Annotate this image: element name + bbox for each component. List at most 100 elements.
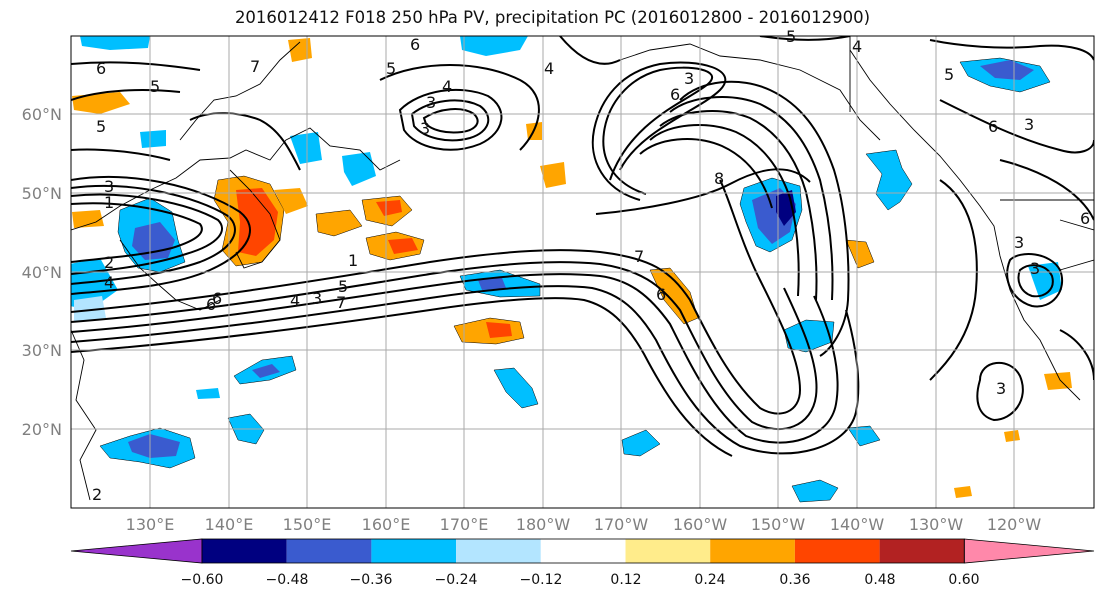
lat-label-20n: 20°N xyxy=(21,420,62,439)
coastlines xyxy=(71,36,1094,501)
colorbar-label: −0.24 xyxy=(434,572,478,588)
lon-label: 180°W xyxy=(515,515,571,534)
precip-patch xyxy=(342,152,376,186)
contour-label: 4 xyxy=(544,59,554,78)
precip-patch xyxy=(847,425,881,447)
contour-label: 2 xyxy=(104,253,114,272)
precip-patch xyxy=(388,238,418,254)
contour-label: 3 xyxy=(1024,115,1034,134)
precip-patch xyxy=(845,239,875,269)
precip-patch xyxy=(128,434,180,458)
lon-label: 160°E xyxy=(361,515,411,534)
graticule xyxy=(71,36,1094,508)
precip-patch xyxy=(236,188,278,256)
precip-patch xyxy=(1004,430,1020,442)
precip-patch xyxy=(74,296,106,322)
map-title: 2016012412 F018 250 hPa PV, precipitatio… xyxy=(234,8,871,27)
precip-patch xyxy=(315,209,363,237)
precip-patch xyxy=(274,188,308,214)
contour-label: 7 xyxy=(336,293,346,312)
contour-label: 7 xyxy=(250,57,260,76)
lon-label: 150°E xyxy=(282,515,332,534)
contour-label: 5 xyxy=(338,277,348,296)
contour-label: 6 xyxy=(1080,209,1090,228)
colorbar-label: −0.60 xyxy=(180,572,224,588)
colorbar-segment xyxy=(879,539,965,563)
lat-label-40n: 40°N xyxy=(21,263,62,282)
contour-label: 5 xyxy=(96,117,106,136)
colorbar-label: 0.12 xyxy=(610,572,642,588)
contour-label: 3 xyxy=(420,119,430,138)
contour-label: 5 xyxy=(386,59,396,78)
colorbar-label: 0.60 xyxy=(948,572,980,588)
precip-patch xyxy=(493,367,539,409)
contour-label: 6 xyxy=(206,295,216,314)
contour-label: 4 xyxy=(290,291,300,310)
contour-label: 3 xyxy=(426,93,436,112)
precip-patch xyxy=(72,210,104,228)
lon-label: 120°W xyxy=(986,515,1042,534)
lon-label: 130°E xyxy=(125,515,175,534)
contour-label: 6 xyxy=(656,285,666,304)
contour-label: 3 xyxy=(1014,233,1024,252)
contour-label: 1 xyxy=(104,193,114,212)
colorbar-segment xyxy=(540,539,626,563)
map-frame xyxy=(70,35,1095,509)
colorbar-segment xyxy=(70,538,203,564)
contour-label: 6 xyxy=(96,59,106,78)
lon-label: 170°W xyxy=(593,515,649,534)
colorbar-segment xyxy=(794,539,880,563)
precip-patch xyxy=(621,429,661,457)
lat-label-50n: 50°N xyxy=(21,184,62,203)
precip-patch xyxy=(954,486,972,498)
lon-label: 130°W xyxy=(908,515,964,534)
colorbar-segment xyxy=(710,539,795,563)
precip-patch xyxy=(486,322,512,338)
contour-label: 6 xyxy=(410,35,420,54)
contour-label: 6 xyxy=(670,85,680,104)
colorbar-label: −0.48 xyxy=(265,572,309,588)
colorbar-label: 0.36 xyxy=(779,572,811,588)
lon-label: 140°E xyxy=(204,515,254,534)
colorbar-label: 0.48 xyxy=(864,572,896,588)
colorbar-segment xyxy=(963,538,1095,564)
colorbar-segment xyxy=(202,539,287,563)
contour-label: 3 xyxy=(312,289,322,308)
pv-contours xyxy=(71,36,1094,457)
contour-label: 3 xyxy=(104,177,114,196)
lat-label-60n: 60°N xyxy=(21,105,62,124)
precip-patch xyxy=(376,200,402,216)
contour-label: 4 xyxy=(104,273,114,292)
precip-patch xyxy=(252,364,280,378)
precip-patch xyxy=(196,388,220,399)
colorbar-segment xyxy=(625,539,711,563)
contour-label: 4 xyxy=(442,77,452,96)
contour-label: 8 xyxy=(714,169,724,188)
precip-patch xyxy=(80,36,150,50)
colorbar-label: 0.24 xyxy=(694,572,726,588)
precip-patch xyxy=(460,36,528,56)
colorbar-label: −0.12 xyxy=(519,572,563,588)
precip-patch xyxy=(478,278,506,290)
precipitation-fills xyxy=(71,36,1072,503)
precip-patch xyxy=(290,132,322,164)
precip-patch xyxy=(72,92,130,114)
contour-label: 1 xyxy=(348,251,358,270)
precip-patch xyxy=(791,479,839,503)
lon-label: 150°W xyxy=(750,515,806,534)
lon-label: 160°W xyxy=(672,515,728,534)
contour-labels: 6 5 5 7 6 5 4 3 3 3 1 2 4 6 5 4 3 7 1 7 … xyxy=(92,27,1090,504)
precip-patch xyxy=(540,162,566,188)
contour-label: 3 xyxy=(996,379,1006,398)
colorbar-label: −0.36 xyxy=(349,572,393,588)
colorbar-segment xyxy=(456,539,541,563)
contour-label: 2 xyxy=(92,485,102,504)
contour-label: 4 xyxy=(852,37,862,56)
lon-label: 170°E xyxy=(439,515,489,534)
contour-label: 3 xyxy=(684,69,694,88)
precip-patch xyxy=(865,149,913,211)
contour-label: 5 xyxy=(944,65,954,84)
contour-label: 6 xyxy=(988,117,998,136)
precip-patch xyxy=(140,130,166,148)
